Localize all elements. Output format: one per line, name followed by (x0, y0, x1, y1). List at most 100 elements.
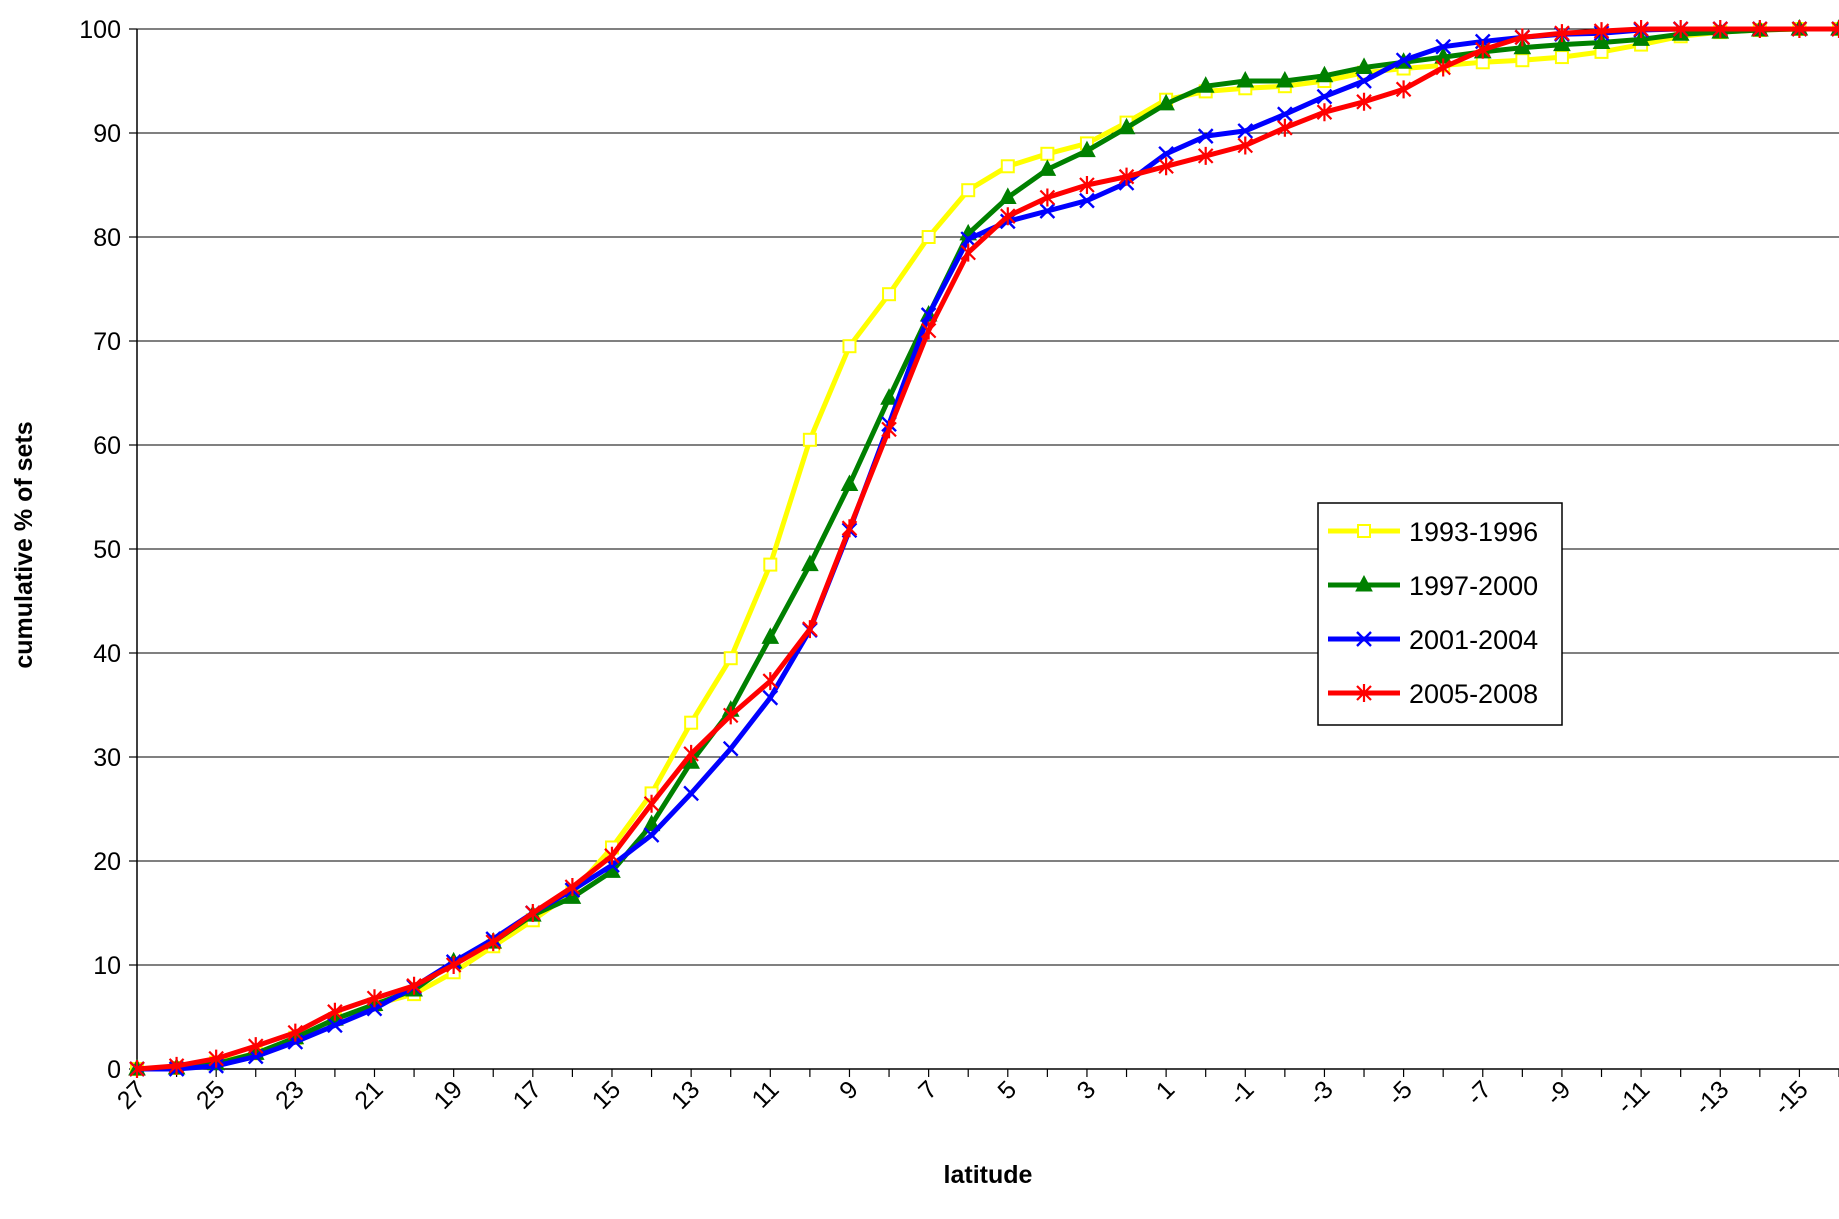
data-point (1079, 176, 1095, 194)
data-point (1158, 145, 1174, 162)
x-tick-label: -5 (1382, 1075, 1418, 1111)
data-point (1395, 52, 1412, 69)
data-point (1752, 20, 1768, 38)
data-point (1356, 684, 1372, 702)
data-point (1357, 524, 1371, 538)
data-point (1197, 128, 1214, 144)
data-point (1395, 80, 1412, 99)
data-point (1039, 188, 1056, 207)
legend-item: 1997-2000 (1328, 571, 1538, 601)
data-point (1236, 70, 1255, 88)
data-point (564, 878, 581, 896)
legend-label: 2001-2004 (1409, 625, 1538, 655)
data-point (1039, 203, 1056, 219)
data-point (840, 474, 859, 492)
data-point (1633, 20, 1649, 38)
data-point (1553, 34, 1571, 52)
x-tick-label: 17 (508, 1075, 547, 1114)
data-point (406, 976, 422, 995)
data-point (1237, 136, 1254, 155)
data-point (1157, 93, 1175, 111)
legend-label: 2005-2008 (1409, 679, 1538, 709)
data-point (604, 846, 620, 865)
x-tick-label: 11 (746, 1075, 784, 1113)
x-tick-label: -11 (1611, 1075, 1655, 1119)
data-point (683, 785, 699, 802)
data-point (1078, 140, 1096, 158)
data-point (1000, 207, 1016, 226)
data-point (1554, 24, 1570, 43)
data-point (763, 557, 778, 572)
data-point (1315, 65, 1334, 83)
data-point (643, 827, 660, 843)
x-tick-label: -3 (1303, 1075, 1339, 1111)
data-point (1592, 32, 1611, 50)
data-point (1514, 28, 1531, 47)
y-tick-label: 90 (93, 120, 121, 148)
x-tick-label: -9 (1541, 1075, 1577, 1111)
y-tick-label: 70 (93, 328, 121, 356)
y-tick-label: 60 (93, 432, 121, 460)
data-point (1593, 22, 1610, 41)
data-point (525, 904, 541, 922)
data-point (921, 230, 936, 244)
data-point (1831, 20, 1839, 38)
data-point (841, 519, 858, 538)
x-tick-label: 3 (1072, 1075, 1102, 1105)
data-point (287, 1023, 304, 1042)
data-point (1672, 20, 1689, 38)
data-point (327, 1002, 343, 1021)
data-point (1474, 40, 1491, 59)
data-point (129, 1060, 145, 1078)
data-point (1038, 159, 1057, 176)
x-axis-title: latitude (944, 1161, 1033, 1189)
data-point (880, 388, 898, 405)
data-point (168, 1056, 185, 1075)
data-point (1316, 103, 1333, 122)
y-tick-label: 50 (93, 536, 121, 564)
data-point (722, 706, 739, 725)
data-point (1197, 146, 1214, 165)
data-point (1435, 38, 1452, 55)
data-point (961, 183, 976, 198)
data-point (882, 287, 897, 302)
data-point (881, 420, 897, 439)
data-point (761, 627, 780, 644)
data-point (960, 243, 976, 262)
data-point (802, 432, 817, 447)
data-point (327, 1017, 343, 1034)
data-point (762, 689, 779, 706)
x-tick-labels: 27 25 23 21 19 17 15 13 11 9 7 5 3 1 -1 -3 -5 -7 -9 -11 -13-… (112, 1075, 1814, 1120)
y-tick-label: 30 (93, 744, 121, 772)
legend-item: 1993-1996 (1328, 517, 1538, 547)
y-tick-label: 0 (107, 1056, 121, 1084)
data-point (1356, 631, 1372, 647)
x-tick-label: 1 (1151, 1075, 1181, 1105)
x-tick-label: 21 (349, 1075, 388, 1114)
data-point (643, 794, 660, 813)
x-tick-label: 5 (992, 1075, 1022, 1105)
legend-item: 2005-2008 (1328, 679, 1538, 709)
data-point (802, 620, 818, 639)
legend-label: 1997-2000 (1409, 571, 1538, 601)
legend: 1993-1996 1997-2000 2001-2004 2005-2008 (1317, 502, 1563, 726)
legend-label: 1993-1996 (1409, 517, 1538, 547)
data-point (1355, 57, 1373, 74)
data-point (842, 339, 857, 354)
data-point (1277, 106, 1293, 123)
data-point (1196, 76, 1215, 93)
data-point (684, 715, 699, 730)
x-tick-label: 23 (270, 1075, 309, 1114)
y-tick-label: 10 (93, 952, 121, 980)
data-point (1079, 192, 1095, 209)
x-tick-label: -13 (1689, 1075, 1734, 1120)
data-point (208, 1049, 224, 1068)
legend-items: 1993-1996 1997-2000 2001-2004 2005-2008 (1328, 517, 1538, 709)
data-point (247, 1037, 264, 1056)
data-point (1277, 118, 1293, 137)
data-point (1355, 574, 1373, 592)
data-point (1791, 20, 1808, 38)
series-line (136, 26, 1839, 1072)
data-point (762, 672, 779, 691)
